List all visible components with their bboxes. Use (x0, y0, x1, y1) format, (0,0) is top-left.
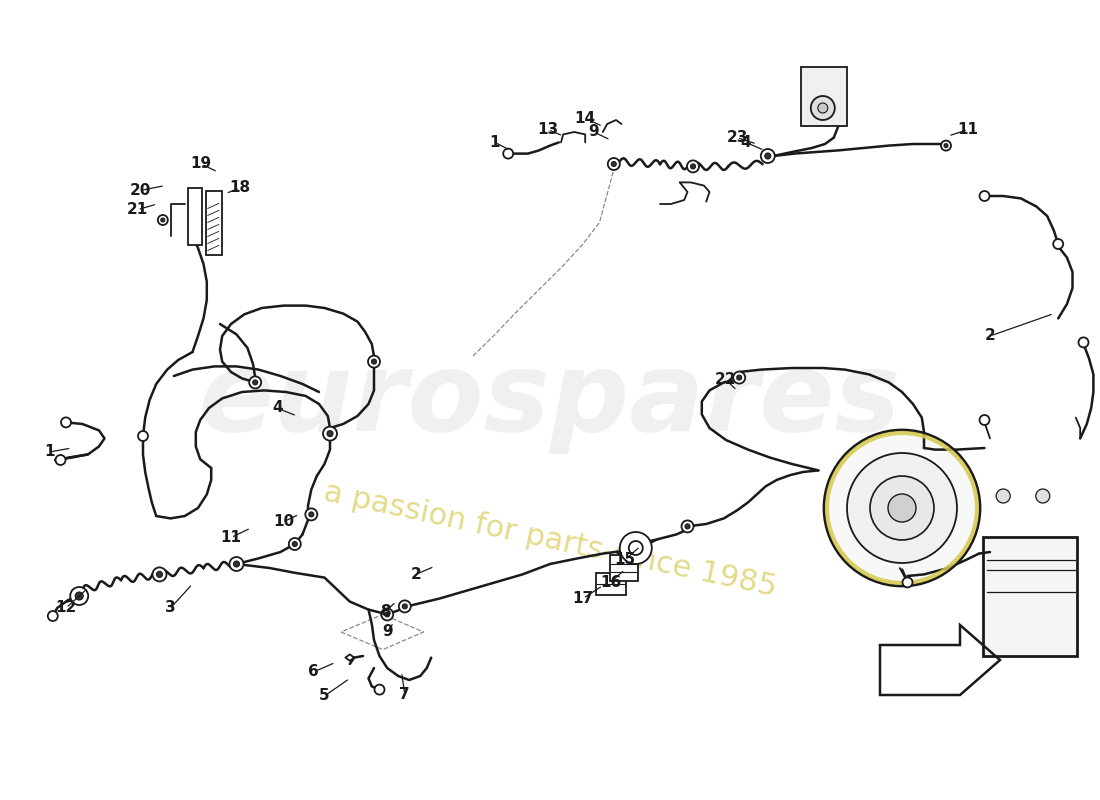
FancyBboxPatch shape (188, 188, 202, 245)
Text: eurospares: eurospares (199, 346, 901, 454)
Text: 8: 8 (379, 605, 390, 619)
Circle shape (382, 608, 393, 621)
Circle shape (685, 524, 690, 529)
Circle shape (888, 494, 916, 522)
Circle shape (157, 215, 168, 225)
Text: 19: 19 (190, 157, 212, 171)
Circle shape (161, 218, 165, 222)
Circle shape (503, 149, 514, 158)
Text: 10: 10 (273, 514, 295, 529)
Circle shape (902, 578, 913, 587)
Text: 17: 17 (572, 591, 594, 606)
Circle shape (156, 571, 163, 578)
Text: 20: 20 (130, 183, 152, 198)
Text: 18: 18 (229, 181, 251, 195)
Circle shape (47, 611, 58, 621)
Text: 12: 12 (55, 601, 77, 615)
Text: 23: 23 (726, 130, 748, 145)
Circle shape (403, 604, 407, 609)
Circle shape (250, 376, 261, 388)
Circle shape (619, 532, 652, 564)
Text: 13: 13 (537, 122, 559, 137)
Circle shape (979, 191, 990, 201)
Circle shape (817, 103, 828, 113)
Circle shape (944, 143, 948, 147)
Circle shape (997, 489, 1010, 503)
Text: 4: 4 (740, 135, 751, 150)
Circle shape (399, 600, 410, 613)
Text: 21: 21 (126, 202, 148, 217)
Circle shape (608, 158, 619, 170)
Text: 22: 22 (715, 373, 737, 387)
Text: 4: 4 (272, 401, 283, 415)
Text: 11: 11 (957, 122, 979, 137)
Text: 9: 9 (588, 125, 600, 139)
Circle shape (1036, 489, 1049, 503)
Circle shape (1053, 239, 1064, 249)
Circle shape (368, 355, 379, 367)
Text: 2: 2 (984, 329, 996, 343)
Text: 1: 1 (490, 135, 500, 150)
Text: 14: 14 (574, 111, 596, 126)
Circle shape (60, 418, 72, 427)
Circle shape (682, 521, 693, 533)
FancyBboxPatch shape (609, 555, 638, 581)
Circle shape (75, 592, 84, 600)
Circle shape (691, 164, 695, 169)
Text: 5: 5 (319, 689, 330, 703)
Circle shape (153, 567, 166, 582)
Circle shape (253, 380, 257, 385)
Circle shape (55, 455, 66, 465)
Circle shape (979, 415, 990, 425)
Circle shape (761, 149, 774, 163)
FancyBboxPatch shape (801, 67, 847, 126)
Circle shape (309, 512, 313, 517)
Circle shape (688, 160, 698, 172)
Circle shape (385, 612, 389, 617)
Text: 9: 9 (382, 625, 393, 639)
Circle shape (612, 162, 616, 166)
Circle shape (824, 430, 980, 586)
Circle shape (138, 431, 148, 441)
Circle shape (811, 96, 835, 120)
Circle shape (293, 542, 297, 546)
Circle shape (764, 153, 771, 159)
Circle shape (289, 538, 300, 550)
Circle shape (629, 541, 642, 555)
Circle shape (847, 453, 957, 563)
Circle shape (374, 685, 385, 694)
Circle shape (327, 430, 333, 437)
Text: 11: 11 (220, 530, 242, 545)
Text: 7: 7 (399, 687, 410, 702)
Circle shape (323, 426, 337, 441)
FancyBboxPatch shape (595, 573, 626, 595)
Text: 15: 15 (614, 553, 636, 567)
Circle shape (372, 359, 376, 364)
Circle shape (734, 371, 745, 383)
Circle shape (940, 141, 952, 150)
Text: 1: 1 (44, 445, 55, 459)
Text: a passion for parts-since 1985: a passion for parts-since 1985 (321, 478, 779, 602)
Circle shape (233, 561, 240, 567)
Text: 6: 6 (308, 665, 319, 679)
Circle shape (230, 557, 243, 571)
FancyBboxPatch shape (206, 191, 222, 255)
Text: 16: 16 (600, 575, 621, 590)
Text: 2: 2 (410, 567, 421, 582)
Circle shape (870, 476, 934, 540)
Circle shape (306, 509, 317, 521)
Circle shape (1078, 338, 1089, 347)
Circle shape (737, 375, 741, 380)
FancyBboxPatch shape (983, 537, 1077, 656)
Circle shape (70, 587, 88, 605)
Text: 3: 3 (165, 601, 176, 615)
